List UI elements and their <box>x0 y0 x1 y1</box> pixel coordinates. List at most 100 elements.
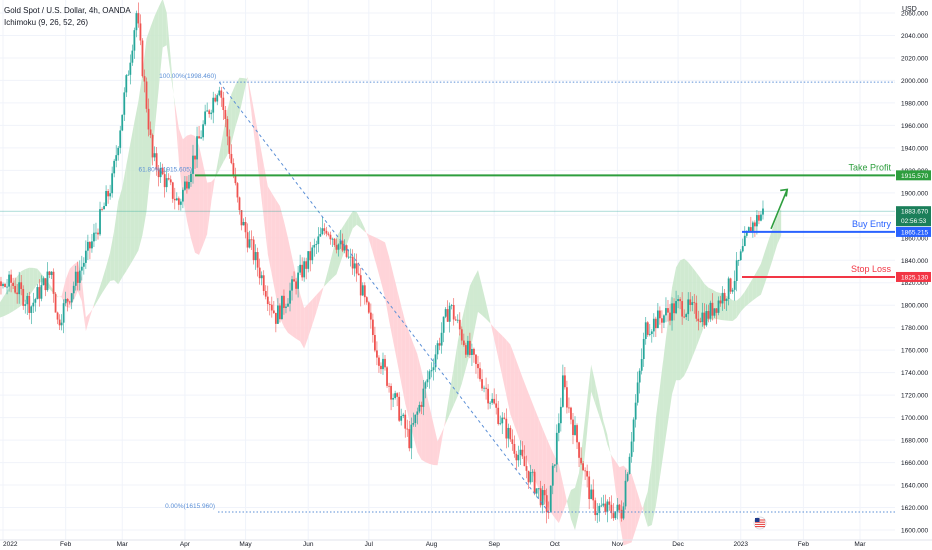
candle-body <box>54 293 57 313</box>
candle-body <box>2 283 4 287</box>
candle-body <box>650 331 653 334</box>
candle-body <box>661 318 663 323</box>
x-tick-label: Jul <box>365 541 374 548</box>
x-tick-label: Apr <box>180 541 191 548</box>
y-tick-label: 1740.000 <box>901 370 928 377</box>
candle-body <box>578 442 580 458</box>
ichimoku-cloud-segment <box>69 264 74 309</box>
candle-body <box>70 293 73 303</box>
projection-arrow-head <box>780 188 789 197</box>
candle-body <box>452 305 455 320</box>
candle-body <box>155 153 158 170</box>
candle-body <box>311 247 314 261</box>
candle-body <box>588 476 591 500</box>
ichimoku-cloud-segment <box>304 303 309 349</box>
candle-body <box>64 298 67 304</box>
candle-body <box>163 174 166 188</box>
candle-body <box>454 319 457 321</box>
candle-body <box>410 424 413 449</box>
ichimoku-cloud-segment <box>518 366 523 449</box>
ichimoku-cloud-segment <box>81 279 86 332</box>
candle-body <box>145 81 148 109</box>
candle-body <box>760 214 762 221</box>
x-tick-label: Mar <box>854 541 866 548</box>
candle-body <box>654 318 657 329</box>
ichimoku-cloud-segment <box>575 472 580 531</box>
candle-body <box>335 245 338 250</box>
ichimoku-cloud-segment <box>134 101 139 258</box>
candle-body <box>424 382 427 389</box>
candle-body <box>416 411 419 415</box>
candle-body <box>669 312 671 321</box>
candle-body <box>390 385 392 400</box>
candle-body <box>466 340 469 355</box>
indicator-label[interactable]: Ichimoku (9, 26, 52, 26) <box>4 18 89 27</box>
level-name-label: Stop Loss <box>851 264 892 274</box>
candle-body <box>361 285 364 296</box>
candle-body <box>444 309 447 317</box>
symbol-title[interactable]: Gold Spot / U.S. Dollar, 4h, OANDA <box>4 6 131 15</box>
x-tick-label: Aug <box>426 541 438 548</box>
candle-body <box>117 147 120 156</box>
candle-body <box>517 454 520 461</box>
candle-body <box>84 250 87 263</box>
candle-body <box>685 314 688 318</box>
ichimoku-cloud-segment <box>190 134 196 253</box>
x-tick-label: Mar <box>117 541 129 548</box>
candle-body <box>363 285 366 298</box>
candle-body <box>636 382 639 403</box>
candle-body <box>252 239 255 261</box>
candle-body <box>353 263 356 269</box>
ichimoku-cloud-segment <box>320 284 325 299</box>
candle-body <box>624 480 627 507</box>
candle-body <box>697 318 700 322</box>
candle-body <box>469 340 471 355</box>
ichimoku-cloud-segment <box>583 400 588 473</box>
ichimoku-cloud-segment <box>195 135 200 255</box>
candle-body <box>228 136 231 154</box>
candle-body <box>485 387 487 389</box>
candle-body <box>151 134 154 158</box>
ichimoku-cloud-segment <box>243 76 248 96</box>
candle-body <box>735 260 738 281</box>
candle-body <box>523 456 526 467</box>
ichimoku-cloud-segment <box>651 418 656 525</box>
ichimoku-cloud-segment <box>279 205 284 327</box>
candle-body <box>606 501 609 512</box>
candle-body <box>89 241 91 249</box>
ichimoku-cloud-segment <box>659 354 664 478</box>
ichimoku-cloud-segment <box>130 122 135 265</box>
candle-body <box>321 228 324 235</box>
candle-body <box>438 343 441 346</box>
candle-body <box>525 466 528 471</box>
candle-body <box>101 209 103 210</box>
candle-body <box>743 235 746 247</box>
candle-body <box>281 295 283 320</box>
candle-body <box>511 439 514 445</box>
ichimoku-cloud-segment <box>372 236 377 267</box>
x-tick-label: Oct <box>550 541 560 548</box>
candle-body <box>337 244 340 250</box>
candle-body <box>274 312 277 324</box>
candle-body <box>663 315 665 323</box>
ichimoku-cloud-segment <box>97 280 103 301</box>
ichimoku-cloud-segment <box>756 263 761 298</box>
candle-body <box>10 274 12 283</box>
candle-body <box>695 302 698 319</box>
ichimoku-cloud-segment <box>506 339 511 415</box>
candle-body <box>42 278 45 286</box>
ichimoku-cloud-segment <box>344 217 349 251</box>
candle-body <box>640 359 643 371</box>
candle-body <box>580 457 582 464</box>
candle-body <box>576 425 578 443</box>
ichimoku-cloud-segment <box>393 273 398 362</box>
candle-body <box>553 464 556 466</box>
candle-body <box>709 302 712 319</box>
candle-body <box>398 396 401 421</box>
y-tick-label: 1760.000 <box>901 348 928 355</box>
candle-body <box>305 261 308 269</box>
candle-body <box>479 368 481 380</box>
ichimoku-cloud-segment <box>158 0 163 90</box>
candle-body <box>18 282 21 295</box>
